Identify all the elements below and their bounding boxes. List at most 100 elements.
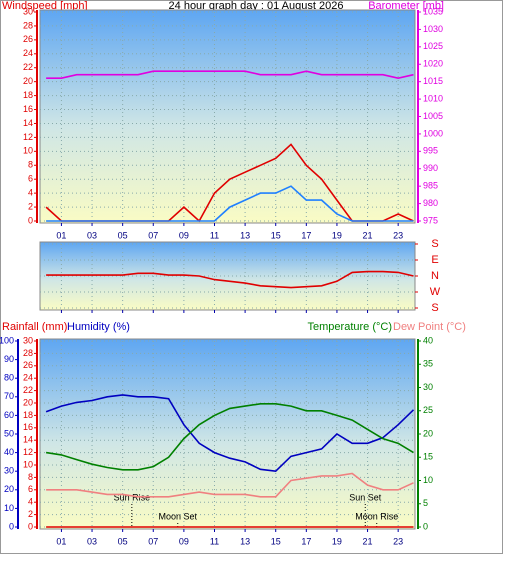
x-tick-label: 05 [118,230,128,240]
legend-label: Rainfall (mm) [2,321,67,333]
y-tick-label: 70 [4,391,14,401]
y-tick-label: 20 [23,397,33,407]
y-tick-label: 4 [28,188,33,198]
y-tick-label: 30 [23,335,33,345]
y2-tick-label: 40 [423,335,433,345]
y-tick-label: 8 [28,160,33,170]
annotation: Moon Set [158,511,197,521]
y-tick-label: 40 [4,447,14,457]
series-line [46,472,414,498]
y-tick-label: 2 [28,201,33,211]
x-tick-label: 23 [393,536,403,546]
series-line [45,403,414,471]
y2-tick-label: 35 [423,359,433,369]
y-tick-label: 10 [23,459,33,469]
y-tick-label: 60 [4,410,14,420]
y-tick-label: 10 [23,146,33,156]
y-tick-label: 4 [28,497,33,507]
y-tick-label: 0 [28,521,33,531]
y-tick-label: 22 [23,385,33,395]
y-tick-label: 50 [4,428,14,438]
plot-area [39,338,416,530]
x-tick-label: 17 [301,230,311,240]
y2-tick-label: 1005 [423,111,443,121]
y-tick-label: 2 [28,509,33,519]
y-tick-label: 12 [23,447,33,457]
y-tick-label: 12 [23,132,33,142]
y-tick-label: 6 [28,484,33,494]
annotation: Sun Rise [114,492,151,502]
y2-tick-label: 985 [423,181,438,191]
y-axis-label: Windspeed [mph] [2,0,88,12]
y-tick-label: 24 [23,48,33,58]
y2-tick-label: 980 [423,198,438,208]
x-tick-label: 17 [301,536,311,546]
y-tick-label: 0 [9,521,14,531]
y2-tick-label: 990 [423,163,438,173]
y2-tick-label: 1020 [423,59,443,69]
legend-label: Humidity (%) [67,321,130,333]
legend-label: Temperature (°C) [308,321,392,333]
chart-title: 24 hour graph day : 01 August 2026 [169,0,344,12]
x-tick-label: 05 [118,536,128,546]
y2-tick-label: 995 [423,146,438,156]
y-tick-label: 24 [23,373,33,383]
x-tick-label: 19 [332,536,342,546]
y-tick-label: 80 [4,373,14,383]
y-tick-label: 100 [0,335,14,345]
x-tick-label: 11 [210,230,219,240]
y-tick-label: 22 [23,62,33,72]
y-tick-label: N [431,270,439,282]
series-line [46,70,414,80]
x-tick-label: 21 [363,536,373,546]
y2-tick-label: 1030 [423,24,443,34]
y-tick-label: S [431,302,438,314]
y-tick-label: 30 [23,6,33,16]
y-tick-label: 8 [28,472,33,482]
x-tick-label: 13 [240,536,250,546]
y-tick-label: 14 [23,118,33,128]
x-tick-label: 07 [148,230,158,240]
x-tick-label: 01 [56,230,66,240]
x-tick-label: 23 [393,230,403,240]
x-tick-label: 07 [148,536,158,546]
series-line [45,394,415,473]
legend-label: Dew Point (°C) [393,321,466,333]
y-tick-label: 10 [4,503,14,513]
x-tick-label: 15 [271,536,281,546]
y-tick-label: 18 [23,90,33,100]
y2-tick-label: 15 [423,452,433,462]
y2-tick-label: 975 [423,215,438,225]
y2-tick-label: 0 [423,521,428,531]
x-tick-label: 09 [179,536,189,546]
y2-tick-label: 10 [423,475,433,485]
y2-tick-label: 25 [423,405,433,415]
annotation: Sun Set [349,492,382,502]
y2-tick-label: 1000 [423,128,443,138]
x-tick-label: 15 [271,230,281,240]
y-tick-label: S [431,238,438,250]
y-tick-label: 16 [23,422,33,432]
y2-tick-label: 1015 [423,76,443,86]
x-tick-label: 13 [240,230,250,240]
x-tick-label: 19 [332,230,342,240]
y-tick-label: 20 [4,484,14,494]
y2-tick-label: 1010 [423,93,443,103]
y-tick-label: 30 [4,466,14,476]
x-tick-label: 11 [210,536,219,546]
y2-tick-label: 30 [423,382,433,392]
y-tick-label: E [431,254,438,266]
y-tick-label: W [430,286,441,298]
y-tick-label: 6 [28,174,33,184]
y-tick-label: 20 [23,76,33,86]
y2-tick-label: 1035 [423,6,443,16]
annotation: Moon Rise [355,511,398,521]
y-tick-label: 90 [4,354,14,364]
y-tick-label: 0 [28,215,33,225]
y-tick-label: 26 [23,34,33,44]
series-line [46,270,414,289]
y-tick-label: 14 [23,435,33,445]
y-tick-label: 18 [23,410,33,420]
y-tick-label: 16 [23,104,33,114]
